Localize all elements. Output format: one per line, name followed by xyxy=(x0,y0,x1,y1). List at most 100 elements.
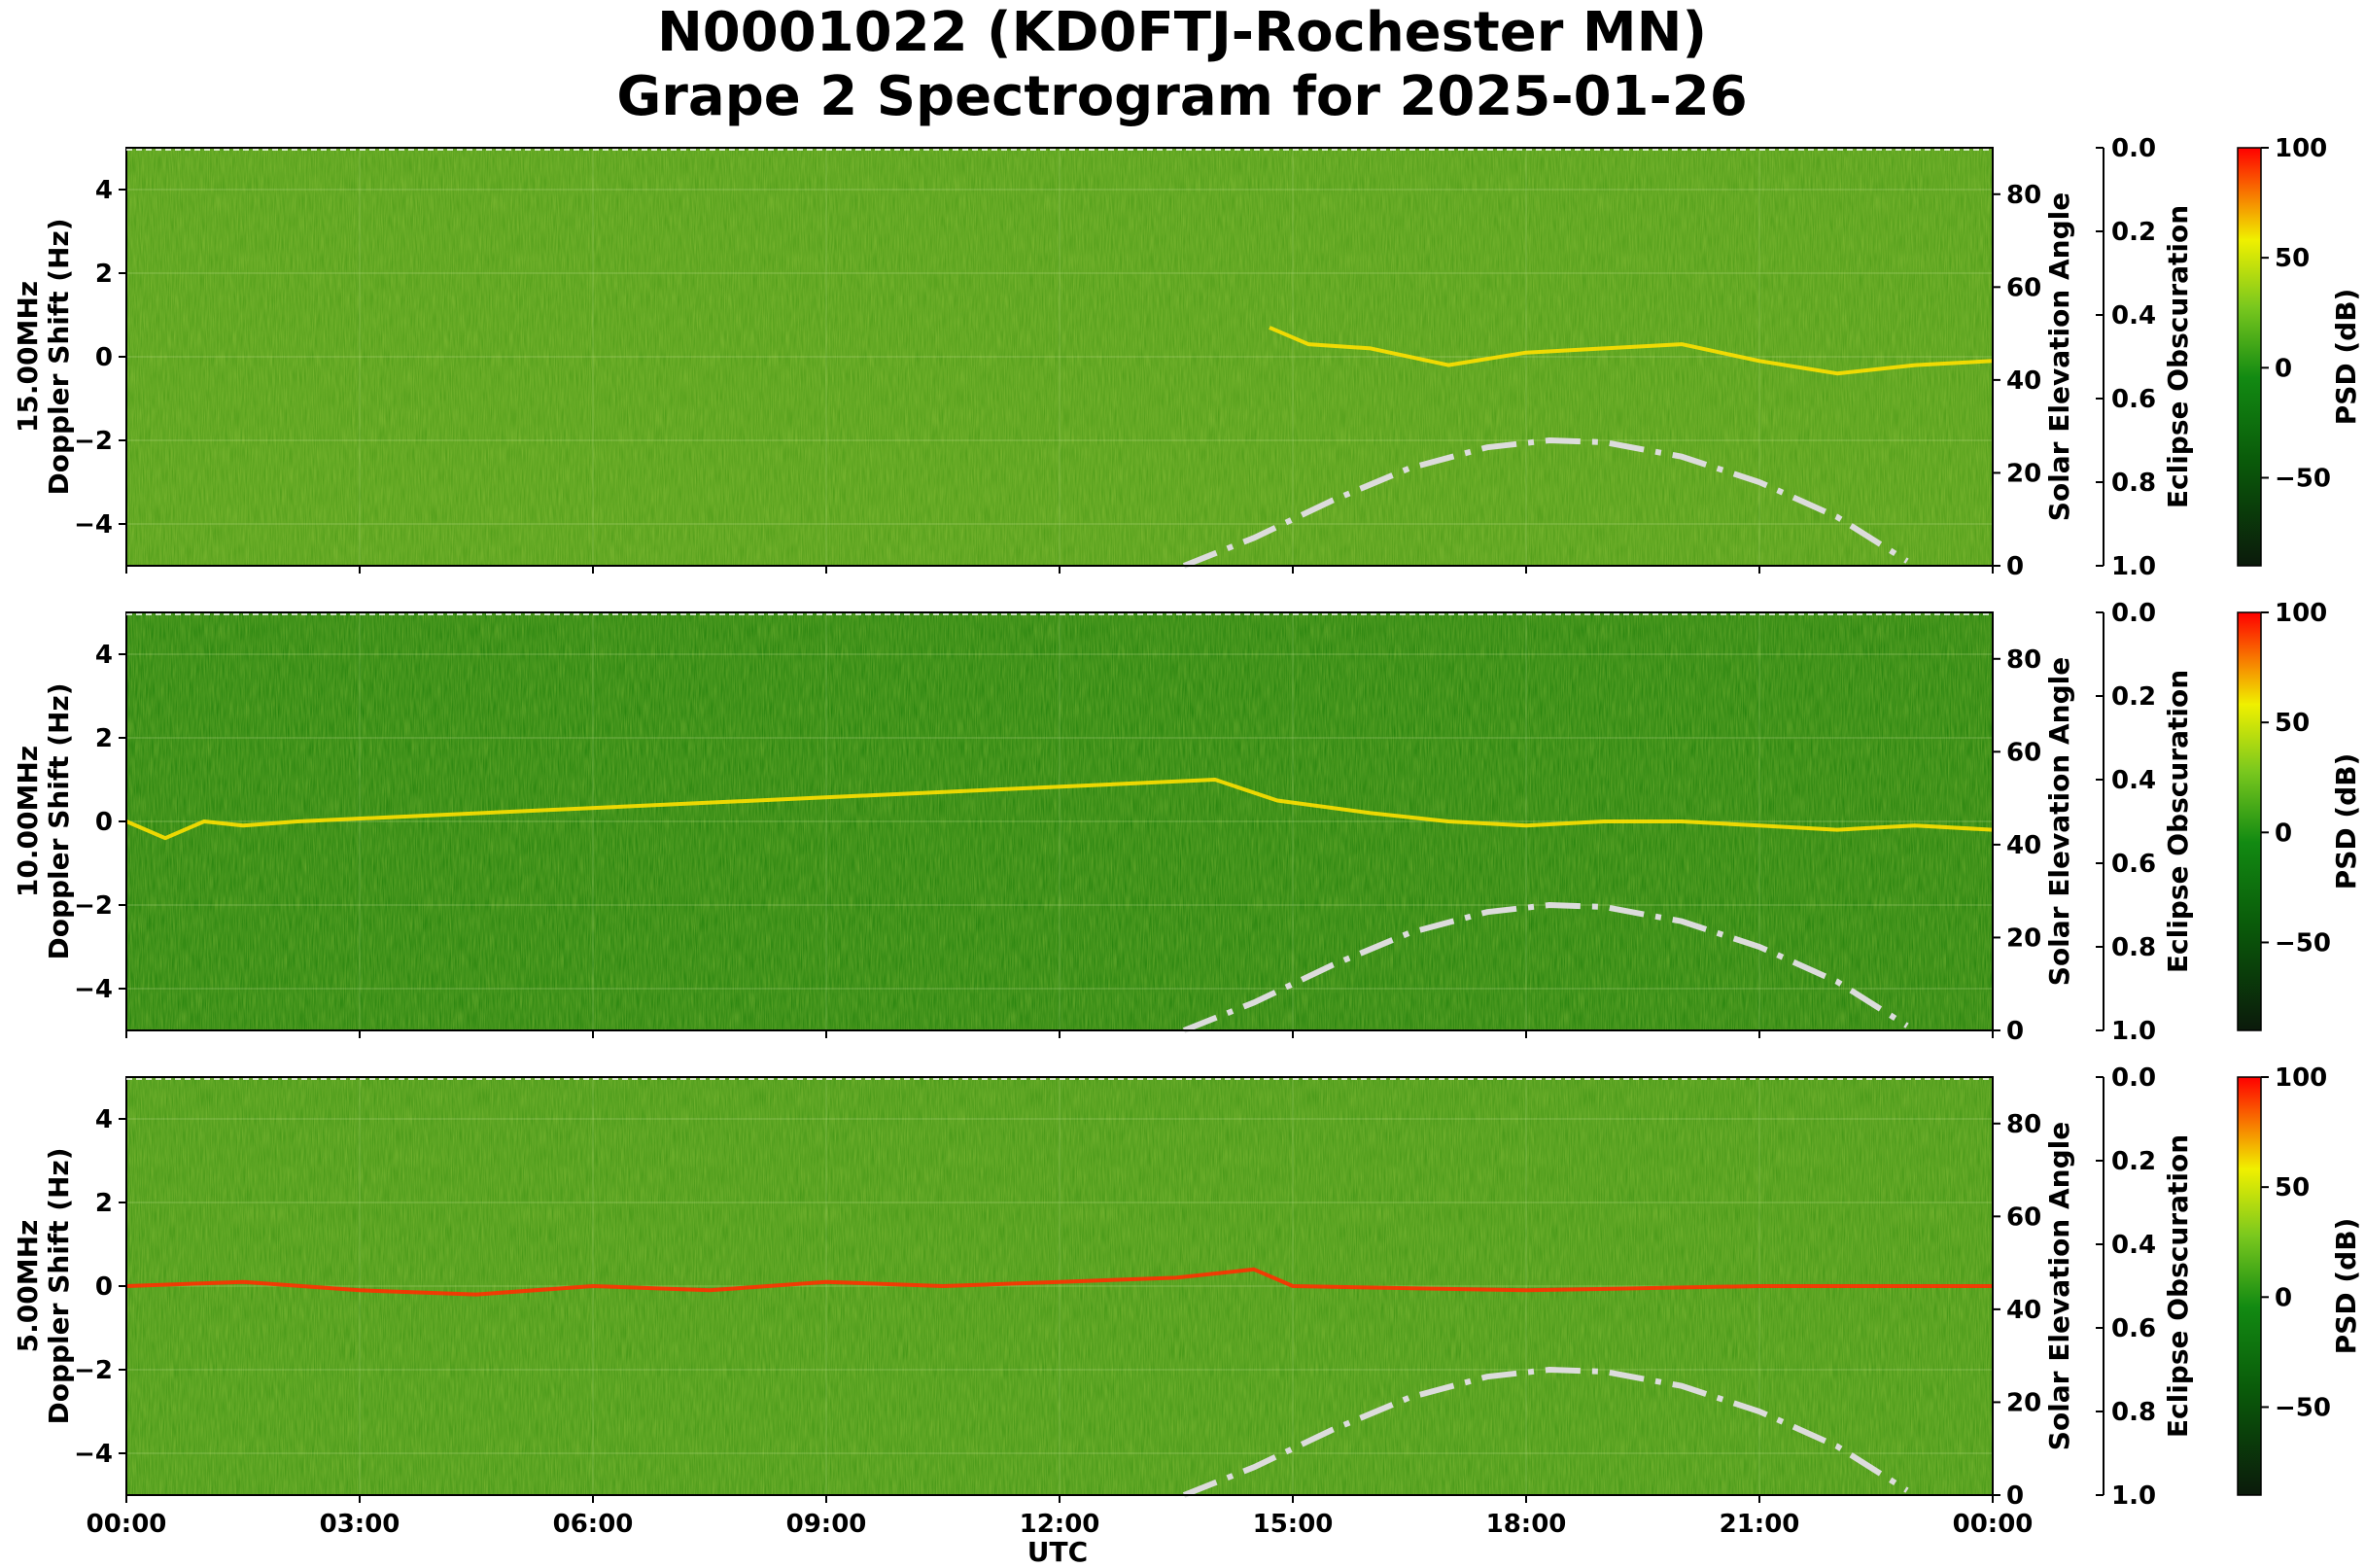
eclipse-tick-label: 0.2 xyxy=(2111,218,2156,247)
colorbar-tick-label: 0 xyxy=(2275,1283,2292,1312)
eclipse-axis-label: Eclipse Obscuration xyxy=(2162,1134,2194,1438)
eclipse-tick-label: 0.8 xyxy=(2111,933,2156,962)
figure-title-line-1: N0001022 (KD0FTJ-Rochester MN) xyxy=(657,1,1707,64)
eclipse-tick-label: 0.0 xyxy=(2111,599,2156,628)
eclipse-tick-label: 0.4 xyxy=(2111,766,2156,795)
solar-axis-label: Solar Elevation Angle xyxy=(2043,1122,2075,1450)
eclipse-tick-label: 0.2 xyxy=(2111,1147,2156,1176)
x-tick-label: 00:00 xyxy=(87,1510,167,1539)
solar-elevation-curve xyxy=(1182,436,1909,569)
y-axis-label-group: 5.00MHz Doppler Shift (Hz) xyxy=(12,1147,75,1424)
colorbar-tick-label: −50 xyxy=(2275,464,2331,493)
panels-group: 420−2−415.00MHz Doppler Shift (Hz)0204060… xyxy=(12,134,2362,1539)
carrier-doppler-trace xyxy=(125,778,1994,841)
colorbar xyxy=(2237,147,2262,567)
solar-elevation-curve xyxy=(1182,1366,1909,1498)
eclipse-tick-label: 0.0 xyxy=(2111,134,2156,163)
solar-tick-label: 20 xyxy=(2006,459,2041,488)
colorbar xyxy=(2237,1076,2262,1496)
colorbar-label: PSD (dB) xyxy=(2330,289,2362,426)
panel-2: 420−2−410.00MHz Doppler Shift (Hz)0204060… xyxy=(12,599,2362,1046)
panel-1: 420−2−415.00MHz Doppler Shift (Hz)0204060… xyxy=(12,134,2362,581)
eclipse-tick-label: 1.0 xyxy=(2111,552,2156,581)
solar-tick-label: 0 xyxy=(2006,552,2024,581)
eclipse-tick-label: 0.0 xyxy=(2111,1063,2156,1093)
y-tick-label: 0 xyxy=(95,808,113,837)
solar-tick-label: 60 xyxy=(2006,1202,2041,1232)
x-tick-label: 00:00 xyxy=(1953,1510,2034,1539)
solar-tick-label: 20 xyxy=(2006,1388,2041,1417)
solar-tick-label: 40 xyxy=(2006,366,2041,396)
y-tick-label: −4 xyxy=(74,510,113,540)
y-tick-label: 0 xyxy=(95,343,113,372)
spectrogram-noise-texture xyxy=(126,148,1993,566)
eclipse-axis-label: Eclipse Obscuration xyxy=(2162,670,2194,973)
y-tick-label: 0 xyxy=(95,1272,113,1302)
eclipse-tick-label: 0.4 xyxy=(2111,1231,2156,1260)
y-tick-label: −4 xyxy=(74,975,113,1004)
panel-3: 420−2−45.00MHz Doppler Shift (Hz)02040608… xyxy=(12,1063,2362,1539)
y-tick-label: −4 xyxy=(74,1440,113,1469)
solar-tick-label: 60 xyxy=(2006,273,2041,302)
colorbar-tick-label: 100 xyxy=(2275,134,2327,163)
y-tick-label: 2 xyxy=(95,724,113,753)
y-axis-label-doppler: Doppler Shift (Hz) xyxy=(43,682,75,959)
eclipse-tick-label: 0.6 xyxy=(2111,850,2156,879)
x-tick-label: 15:00 xyxy=(1253,1510,1334,1539)
solar-axis-label: Solar Elevation Angle xyxy=(2043,657,2075,986)
colorbar-tick-label: 0 xyxy=(2275,354,2292,383)
x-axis-label: UTC xyxy=(1027,1536,1088,1568)
colorbar-tick-label: −50 xyxy=(2275,1393,2331,1422)
eclipse-tick-label: 0.6 xyxy=(2111,385,2156,414)
y-tick-label: 4 xyxy=(95,1105,113,1134)
colorbar-tick-label: 50 xyxy=(2275,709,2310,738)
eclipse-tick-label: 0.8 xyxy=(2111,1398,2156,1427)
y-axis-label-doppler: Doppler Shift (Hz) xyxy=(43,218,75,495)
solar-tick-label: 80 xyxy=(2006,181,2041,210)
y-axis-label-doppler: Doppler Shift (Hz) xyxy=(43,1147,75,1424)
y-tick-label: 2 xyxy=(95,260,113,289)
solar-tick-label: 80 xyxy=(2006,1110,2041,1139)
x-tick-label: 03:00 xyxy=(320,1510,400,1539)
y-axis-label-frequency: 10.00MHz xyxy=(12,746,44,897)
carrier-doppler-trace xyxy=(1269,326,1994,376)
y-axis-label-frequency: 5.00MHz xyxy=(12,1220,44,1353)
y-tick-label: 2 xyxy=(95,1189,113,1218)
y-tick-label: −2 xyxy=(74,891,113,921)
solar-axis-label: Solar Elevation Angle xyxy=(2043,192,2075,521)
colorbar xyxy=(2237,611,2262,1031)
figure-title-line-2: Grape 2 Spectrogram for 2025-01-26 xyxy=(616,65,1747,128)
eclipse-tick-label: 0.6 xyxy=(2111,1314,2156,1343)
y-tick-label: −2 xyxy=(74,1356,113,1385)
colorbar-tick-label: −50 xyxy=(2275,928,2331,958)
x-tick-label: 18:00 xyxy=(1486,1510,1567,1539)
colorbar-tick-label: 100 xyxy=(2275,1063,2327,1093)
colorbar-tick-label: 50 xyxy=(2275,1173,2310,1202)
x-tick-label: 21:00 xyxy=(1720,1510,1800,1539)
y-axis-label-group: 10.00MHz Doppler Shift (Hz) xyxy=(12,682,75,959)
solar-tick-label: 0 xyxy=(2006,1481,2024,1511)
eclipse-tick-label: 0.8 xyxy=(2111,469,2156,498)
solar-tick-label: 0 xyxy=(2006,1017,2024,1046)
y-axis-label-group: 15.00MHz Doppler Shift (Hz) xyxy=(12,218,75,495)
solar-elevation-curve xyxy=(1182,901,1909,1033)
eclipse-tick-label: 1.0 xyxy=(2111,1017,2156,1046)
y-tick-label: 4 xyxy=(95,176,113,205)
colorbar-label: PSD (dB) xyxy=(2330,753,2362,890)
solar-tick-label: 60 xyxy=(2006,738,2041,767)
colorbar-label: PSD (dB) xyxy=(2330,1218,2362,1355)
colorbar-tick-label: 50 xyxy=(2275,244,2310,273)
solar-tick-label: 80 xyxy=(2006,645,2041,675)
colorbar-tick-label: 0 xyxy=(2275,819,2292,848)
x-tick-label: 12:00 xyxy=(1020,1510,1100,1539)
solar-tick-label: 20 xyxy=(2006,923,2041,953)
y-axis-label-frequency: 15.00MHz xyxy=(12,281,44,433)
solar-tick-label: 40 xyxy=(2006,831,2041,860)
y-tick-label: 4 xyxy=(95,641,113,670)
eclipse-tick-label: 0.4 xyxy=(2111,301,2156,331)
eclipse-axis-label: Eclipse Obscuration xyxy=(2162,205,2194,508)
carrier-doppler-trace xyxy=(125,1267,1993,1297)
x-tick-label: 09:00 xyxy=(786,1510,867,1539)
y-tick-label: −2 xyxy=(74,427,113,456)
